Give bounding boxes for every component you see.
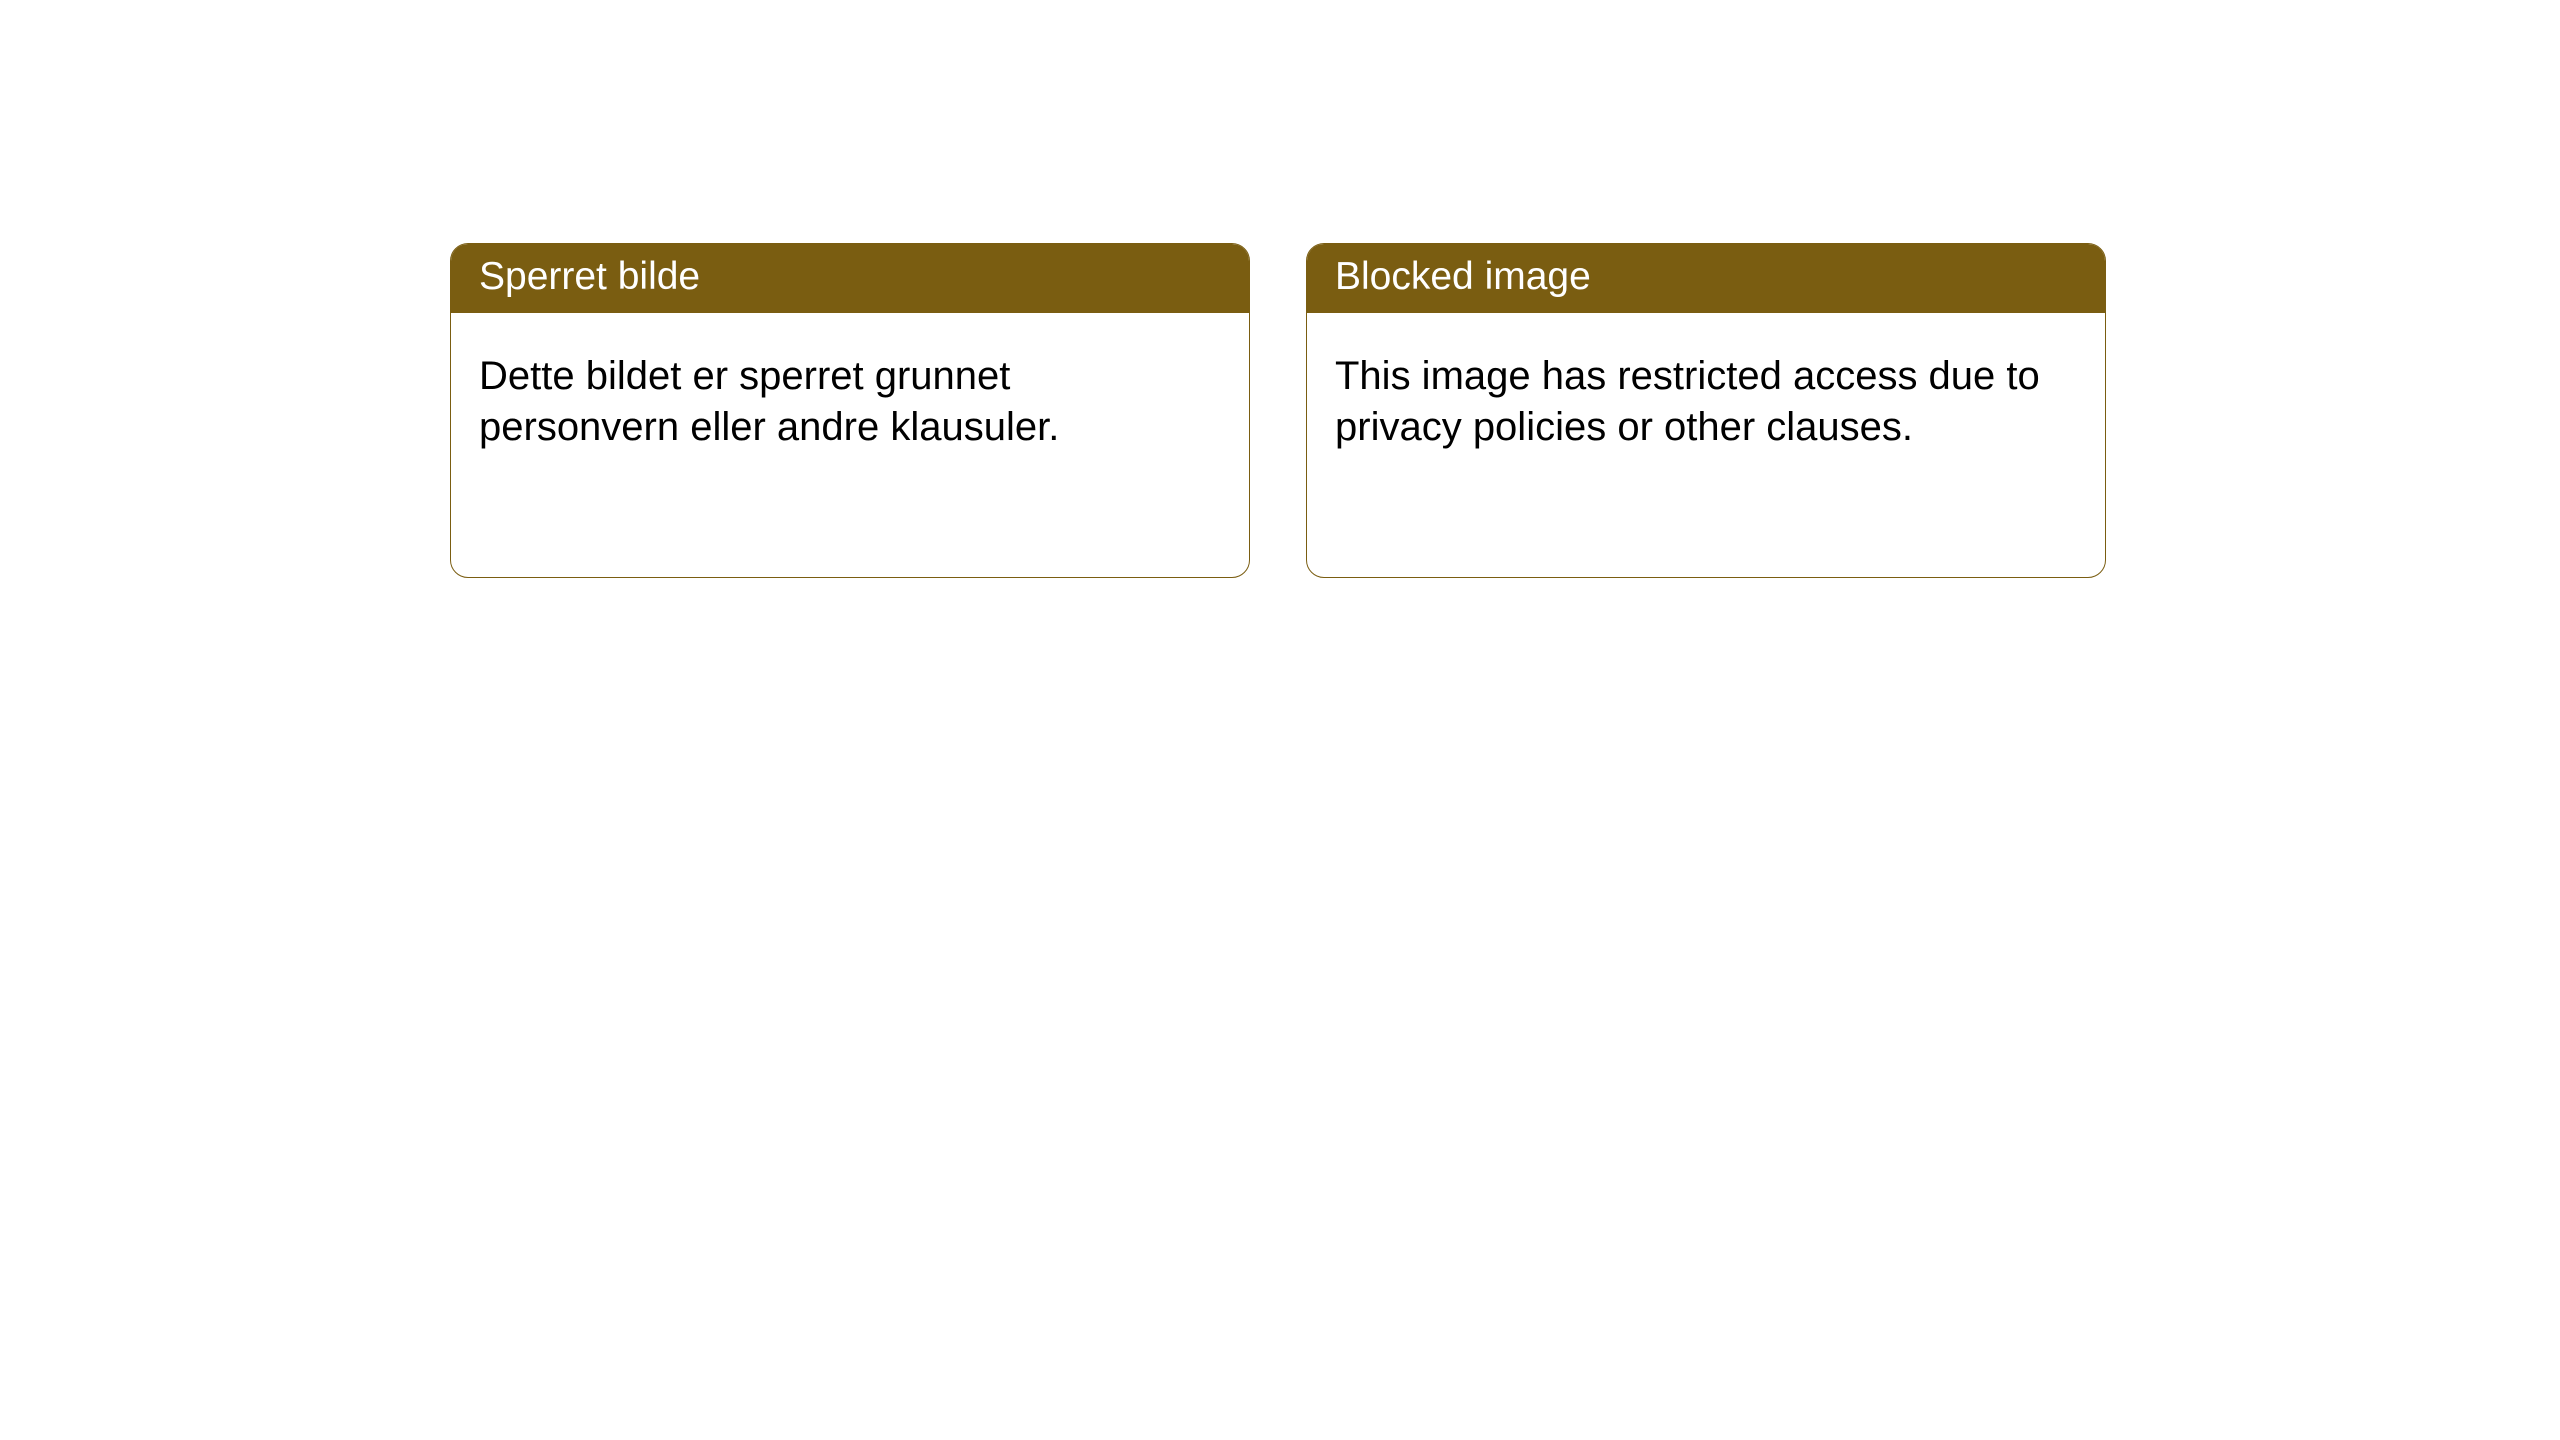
card-body: Dette bildet er sperret grunnet personve… (451, 313, 1249, 491)
card-header: Sperret bilde (451, 244, 1249, 313)
notice-card-english: Blocked image This image has restricted … (1306, 243, 2106, 578)
notice-container: Sperret bilde Dette bildet er sperret gr… (0, 0, 2560, 578)
card-body: This image has restricted access due to … (1307, 313, 2105, 491)
card-header: Blocked image (1307, 244, 2105, 313)
notice-card-norwegian: Sperret bilde Dette bildet er sperret gr… (450, 243, 1250, 578)
